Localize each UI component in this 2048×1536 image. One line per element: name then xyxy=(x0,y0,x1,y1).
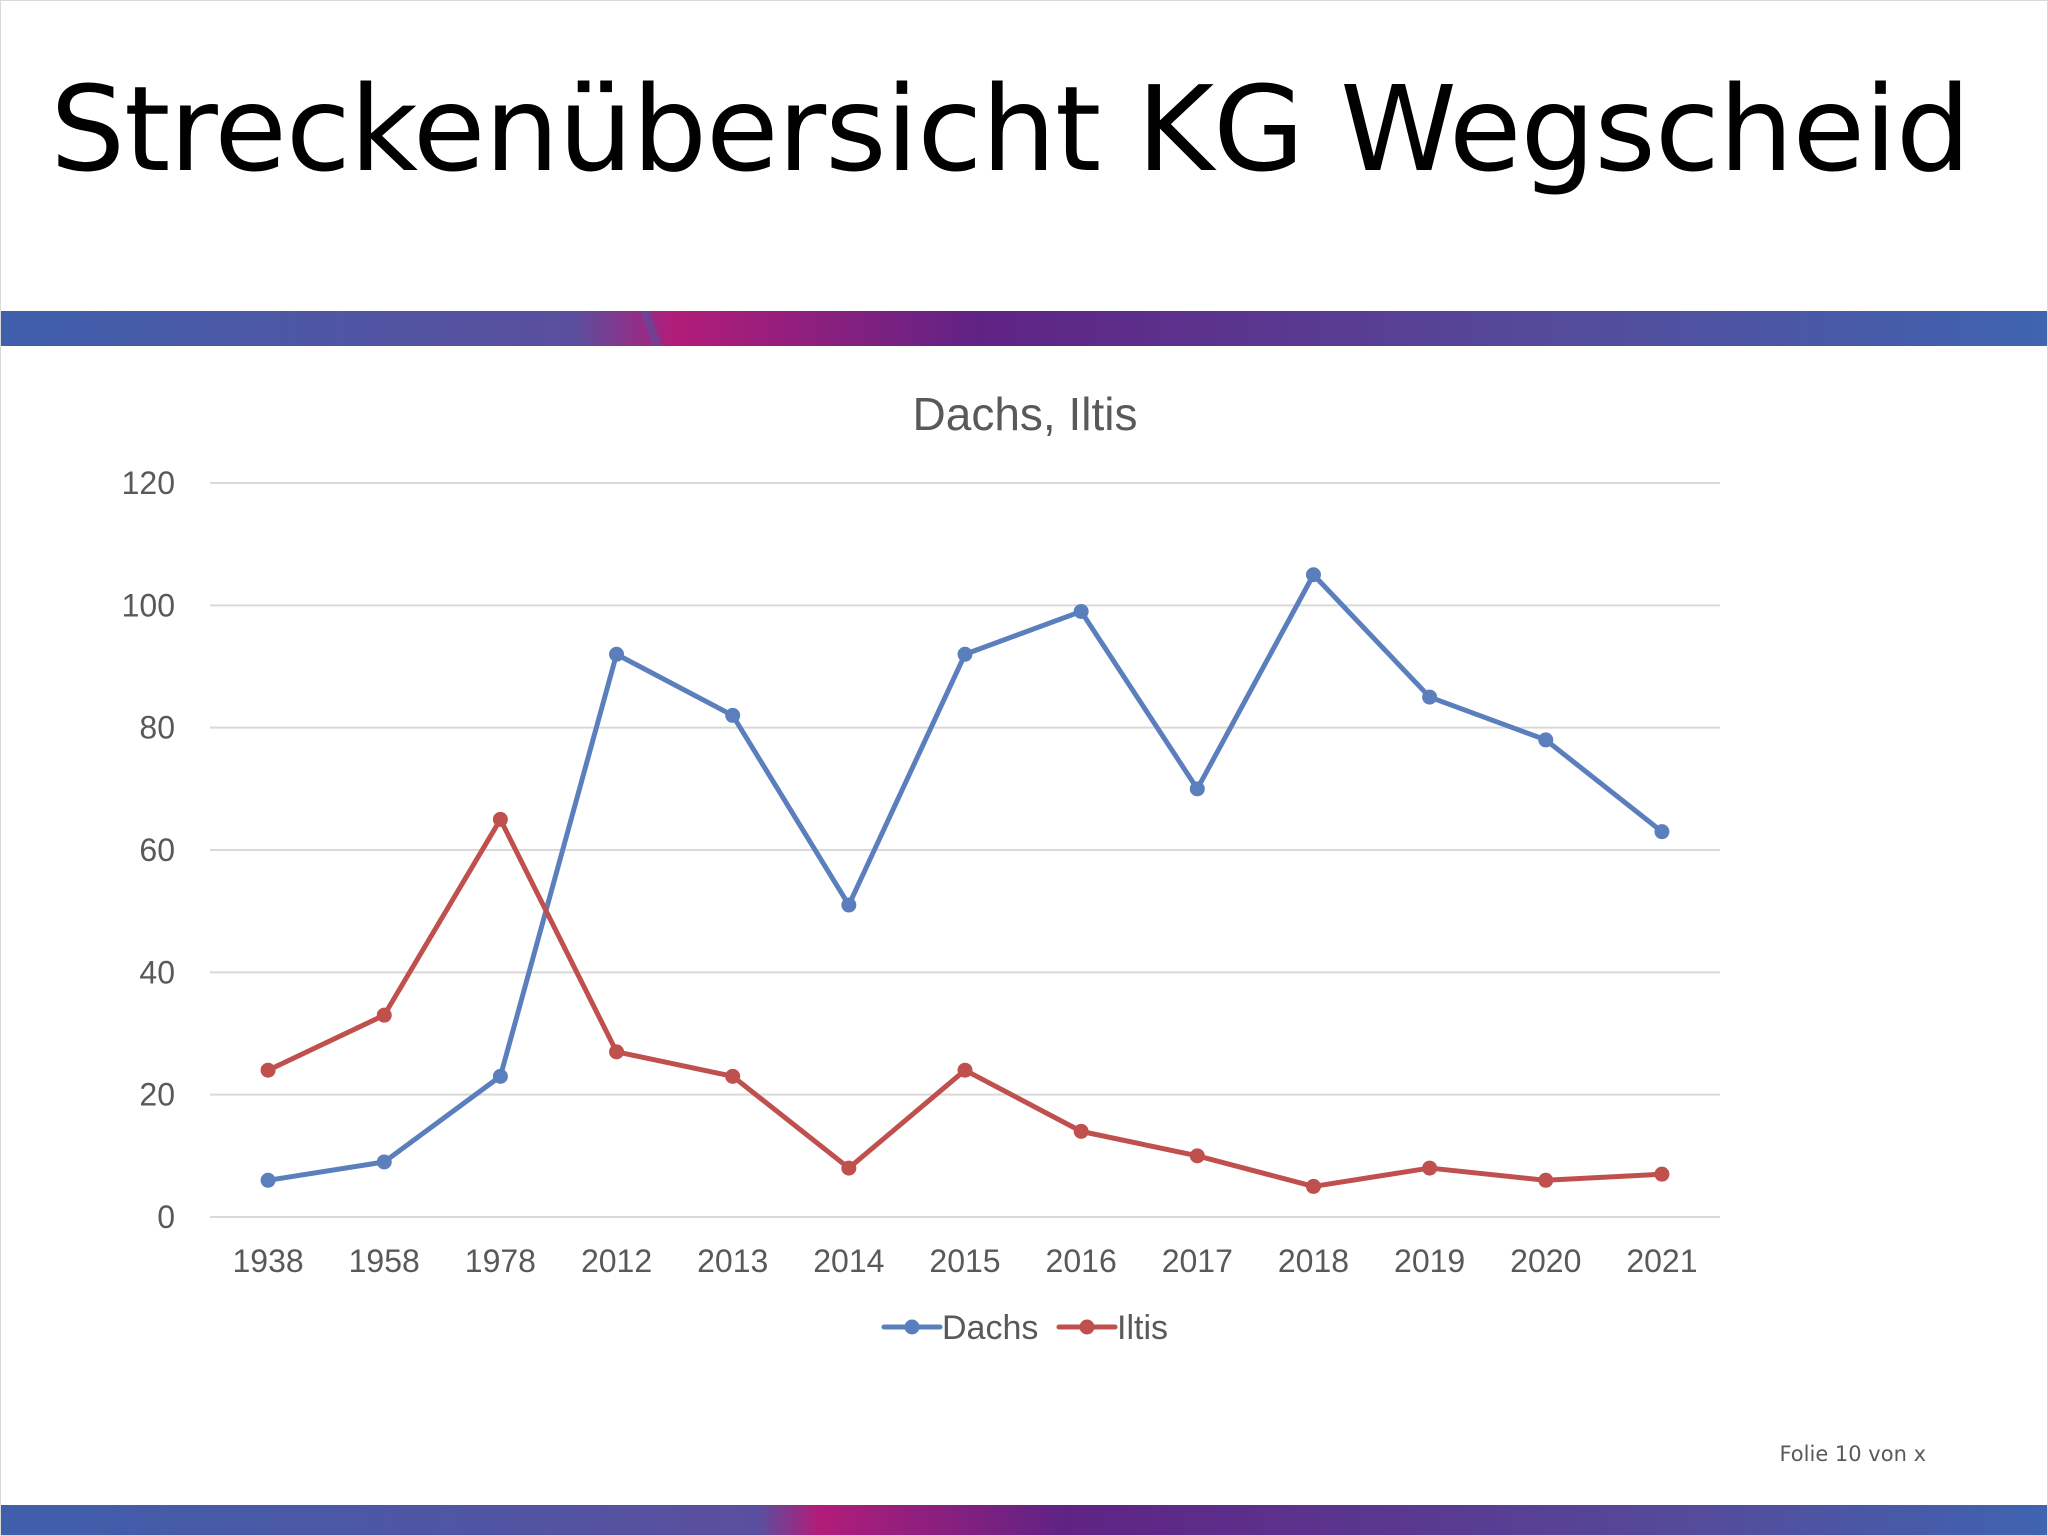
legend-label: Dachs xyxy=(942,1309,1038,1347)
x-tick-label: 2013 xyxy=(697,1243,768,1279)
gridlines xyxy=(210,482,1720,1218)
series-line xyxy=(265,816,1665,1189)
series-line xyxy=(265,572,1665,1183)
data-point xyxy=(841,1160,857,1176)
y-tick-label: 80 xyxy=(139,710,175,746)
top-decorative-band xyxy=(0,311,2048,346)
x-tick-label: 2021 xyxy=(1626,1243,1697,1279)
legend-item-dachs: Dachs xyxy=(881,1309,1038,1347)
data-point xyxy=(1305,1178,1321,1194)
data-point xyxy=(1189,781,1205,797)
data-point xyxy=(609,1044,625,1060)
legend-swatch-marker xyxy=(904,1319,920,1335)
data-point xyxy=(260,1062,276,1078)
y-tick-label: 100 xyxy=(122,587,175,623)
data-point xyxy=(609,646,625,662)
data-point xyxy=(957,646,973,662)
series-dachs xyxy=(260,567,1670,1188)
x-tick-label: 2017 xyxy=(1162,1243,1233,1279)
chart-title: Dachs, Iltis xyxy=(913,388,1138,440)
data-point xyxy=(492,1068,508,1084)
slide-title: Streckenübersicht KG Wegscheid xyxy=(50,60,1971,198)
data-point xyxy=(1538,1172,1554,1188)
y-tick-label: 120 xyxy=(122,465,175,501)
x-tick-label: 1958 xyxy=(349,1243,420,1279)
y-tick-label: 40 xyxy=(139,954,175,990)
data-point xyxy=(260,1172,276,1188)
x-tick-label: 1978 xyxy=(465,1243,536,1279)
x-tick-label: 2016 xyxy=(1046,1243,1117,1279)
line-chart: Dachs, Iltis 0 20 40 60 80 100 120 1938 1958 197… xyxy=(122,388,1720,1347)
slide-number: Folie 10 von x xyxy=(1779,1442,1926,1466)
data-point xyxy=(957,1062,973,1078)
y-axis-ticks: 0 20 40 60 80 100 120 xyxy=(122,465,175,1235)
x-tick-label: 2015 xyxy=(929,1243,1000,1279)
data-point xyxy=(1422,1160,1438,1176)
y-tick-label: 0 xyxy=(157,1199,175,1235)
data-point xyxy=(1189,1148,1205,1164)
y-tick-label: 60 xyxy=(139,832,175,868)
x-tick-label: 2014 xyxy=(813,1243,884,1279)
x-axis-ticks: 1938 1958 1978 2012 2013 2014 2015 2016 2017 2018… xyxy=(232,1243,1697,1279)
data-point xyxy=(725,707,741,723)
data-point xyxy=(1654,824,1670,840)
data-point xyxy=(1654,1166,1670,1182)
data-point xyxy=(1305,567,1321,583)
data-point xyxy=(1538,732,1554,748)
series-lines xyxy=(260,567,1670,1194)
bottom-decorative-band xyxy=(0,1505,2048,1536)
legend-label: Iltis xyxy=(1117,1309,1168,1347)
x-tick-label: 1938 xyxy=(232,1243,303,1279)
data-point xyxy=(1073,603,1089,619)
data-point xyxy=(841,897,857,913)
data-point xyxy=(376,1007,392,1023)
x-tick-label: 2018 xyxy=(1278,1243,1349,1279)
y-tick-label: 20 xyxy=(139,1077,175,1113)
series-iltis xyxy=(260,811,1670,1194)
x-tick-label: 2012 xyxy=(581,1243,652,1279)
data-point xyxy=(376,1154,392,1170)
data-point xyxy=(725,1068,741,1084)
x-tick-label: 2020 xyxy=(1510,1243,1581,1279)
data-point xyxy=(1073,1123,1089,1139)
data-point xyxy=(492,811,508,827)
legend-item-iltis: Iltis xyxy=(1056,1309,1168,1347)
x-tick-label: 2019 xyxy=(1394,1243,1465,1279)
legend-swatch-marker xyxy=(1079,1319,1095,1335)
data-point xyxy=(1422,689,1438,705)
legend: Dachs Iltis xyxy=(881,1309,1168,1347)
